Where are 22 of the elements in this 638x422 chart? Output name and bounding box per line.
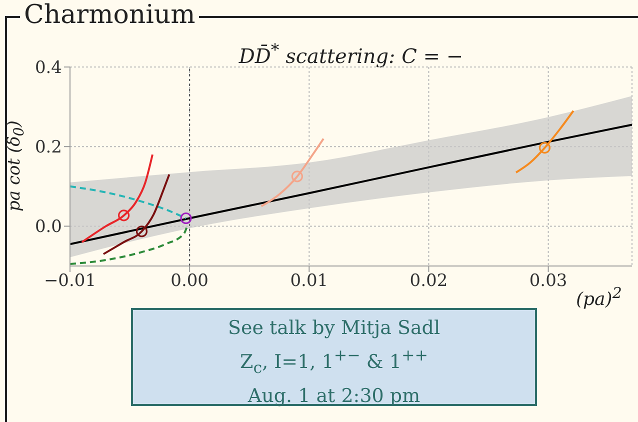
y-tick-label: 0.2 xyxy=(34,138,62,158)
x-axis-title: (pa)$^{2}$ xyxy=(576,284,622,310)
point xyxy=(291,170,303,182)
point xyxy=(118,210,130,222)
x-tick-label: 0.02 xyxy=(410,271,448,292)
point xyxy=(180,212,192,224)
line-series xyxy=(260,138,324,208)
line-series xyxy=(70,225,188,266)
line-series xyxy=(80,154,154,244)
x-tick-label: 0.01 xyxy=(290,271,328,292)
x-tick-label: −0.01 xyxy=(44,271,96,292)
text: Charmonium xyxy=(24,0,196,30)
line-series xyxy=(515,110,574,174)
line-series xyxy=(102,173,170,256)
chart-title: DD̄$^{*}$ scattering: C = − xyxy=(238,40,464,68)
x-tick-label: 0.00 xyxy=(170,271,209,292)
point xyxy=(538,142,551,154)
y-tick-label: 0.4 xyxy=(34,58,62,78)
x-tick-label: 0.03 xyxy=(529,271,568,292)
point xyxy=(136,226,148,238)
y-tick-label: 0.0 xyxy=(34,217,62,238)
line-series xyxy=(70,124,632,246)
